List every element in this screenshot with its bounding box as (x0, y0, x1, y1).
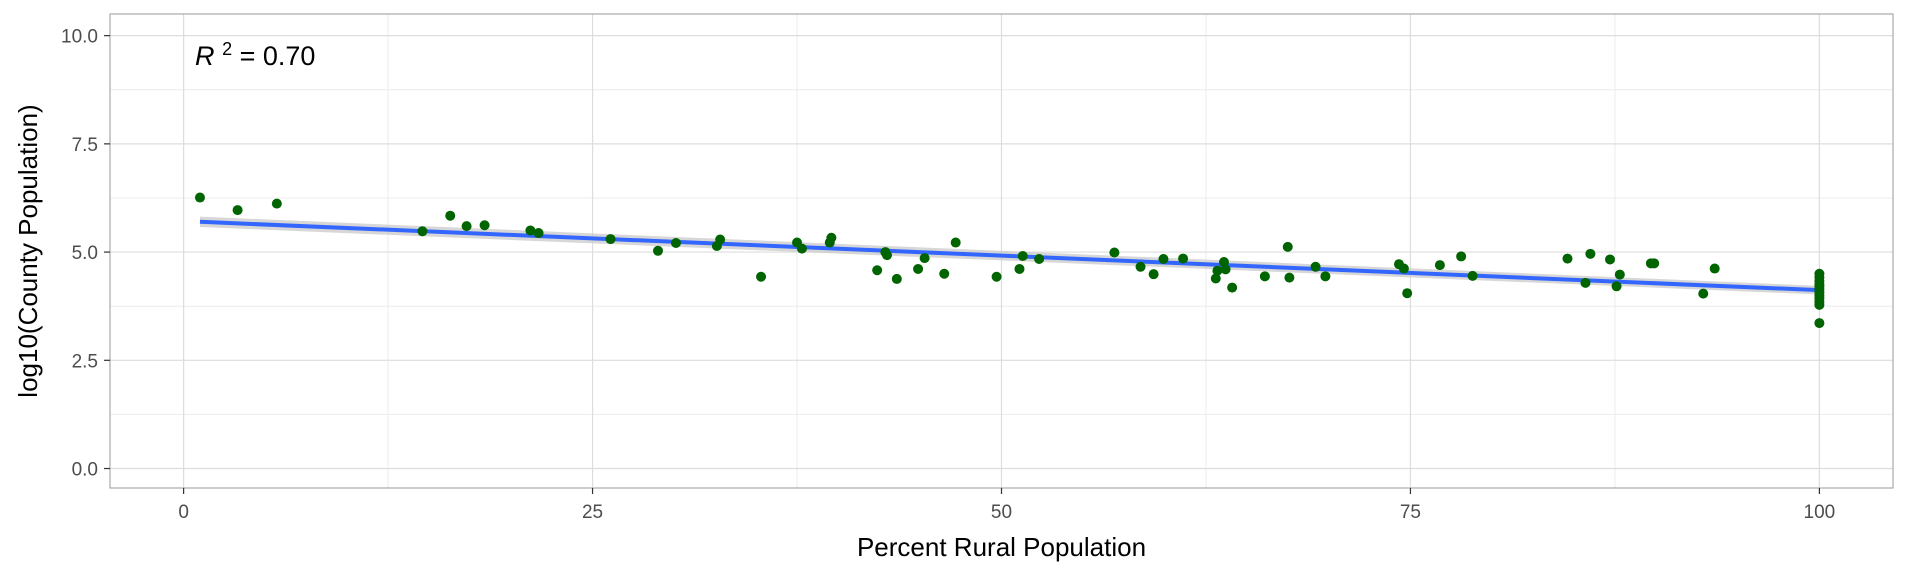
data-point (605, 234, 616, 245)
r-squared-exponent: 2 (222, 39, 232, 59)
x-tick-label: 100 (1804, 502, 1836, 523)
data-point (1310, 261, 1321, 272)
data-point (445, 210, 456, 221)
x-tick-label: 0 (178, 502, 189, 523)
data-point (1178, 253, 1189, 264)
data-point (1109, 247, 1120, 258)
y-tick-label: 5.0 (72, 243, 98, 264)
x-tick-label: 25 (582, 502, 603, 523)
x-axis-ticks: 0 25 50 75 100 (178, 488, 1835, 523)
data-point (479, 220, 490, 231)
y-tick-label: 0.0 (72, 460, 98, 481)
data-point (991, 271, 1002, 282)
data-point (1135, 261, 1146, 272)
x-axis-title: Percent Rural Population (857, 532, 1146, 562)
data-point (1210, 273, 1221, 284)
data-point (1259, 271, 1270, 282)
data-point (1698, 288, 1709, 299)
data-point (872, 265, 883, 276)
data-point (826, 232, 837, 243)
data-point (652, 245, 663, 256)
data-point (919, 253, 930, 264)
data-point (1220, 264, 1231, 275)
data-point (1467, 270, 1478, 281)
data-point (950, 237, 961, 248)
data-point (417, 226, 428, 237)
data-point (1398, 263, 1409, 274)
data-point (1017, 250, 1028, 261)
y-tick-label: 10.0 (61, 27, 98, 48)
data-point (1034, 254, 1045, 265)
data-point (533, 228, 544, 239)
data-point (891, 273, 902, 284)
data-point (1014, 263, 1025, 274)
data-point (1605, 254, 1616, 265)
data-point (1580, 277, 1591, 288)
data-point (1614, 269, 1625, 280)
data-point (232, 205, 243, 216)
y-axis-title: log10(County Population) (13, 104, 43, 397)
data-point (1814, 318, 1825, 329)
data-point (913, 263, 924, 274)
data-point (670, 237, 681, 248)
data-point (1611, 281, 1622, 292)
data-point (1227, 282, 1238, 293)
data-point (1402, 288, 1413, 299)
data-point (881, 250, 892, 261)
x-tick-label: 50 (991, 502, 1012, 523)
data-point (1562, 253, 1573, 264)
data-point (1282, 241, 1293, 252)
data-point (715, 234, 726, 245)
regression-line (199, 219, 1820, 293)
data-point (1709, 263, 1720, 274)
y-axis-ticks: 0.0 2.5 5.0 7.5 10.0 (61, 27, 110, 481)
data-point (525, 225, 536, 236)
x-tick-label: 75 (1400, 502, 1421, 523)
data-point (1158, 254, 1169, 265)
data-point (796, 243, 807, 254)
r-squared-symbol: R (195, 41, 215, 71)
data-point (1585, 248, 1596, 259)
data-point (461, 221, 472, 232)
y-tick-label: 7.5 (72, 135, 98, 156)
data-point (271, 198, 282, 209)
data-points (194, 192, 1825, 329)
data-point (1434, 260, 1445, 271)
data-point (1814, 299, 1825, 310)
r-squared-value: = 0.70 (240, 41, 316, 71)
grid (110, 14, 1893, 488)
regression-line-path (199, 219, 1820, 293)
data-point (1212, 265, 1223, 276)
data-point (756, 271, 767, 282)
r-squared-annotation: R 2 = 0.70 (195, 39, 315, 71)
data-point (1148, 269, 1159, 280)
data-point (1649, 258, 1660, 269)
data-point (1456, 251, 1467, 262)
data-point (1284, 272, 1295, 283)
data-point (939, 268, 950, 279)
data-point (194, 192, 205, 203)
data-point (1320, 271, 1331, 282)
y-tick-label: 2.5 (72, 351, 98, 372)
